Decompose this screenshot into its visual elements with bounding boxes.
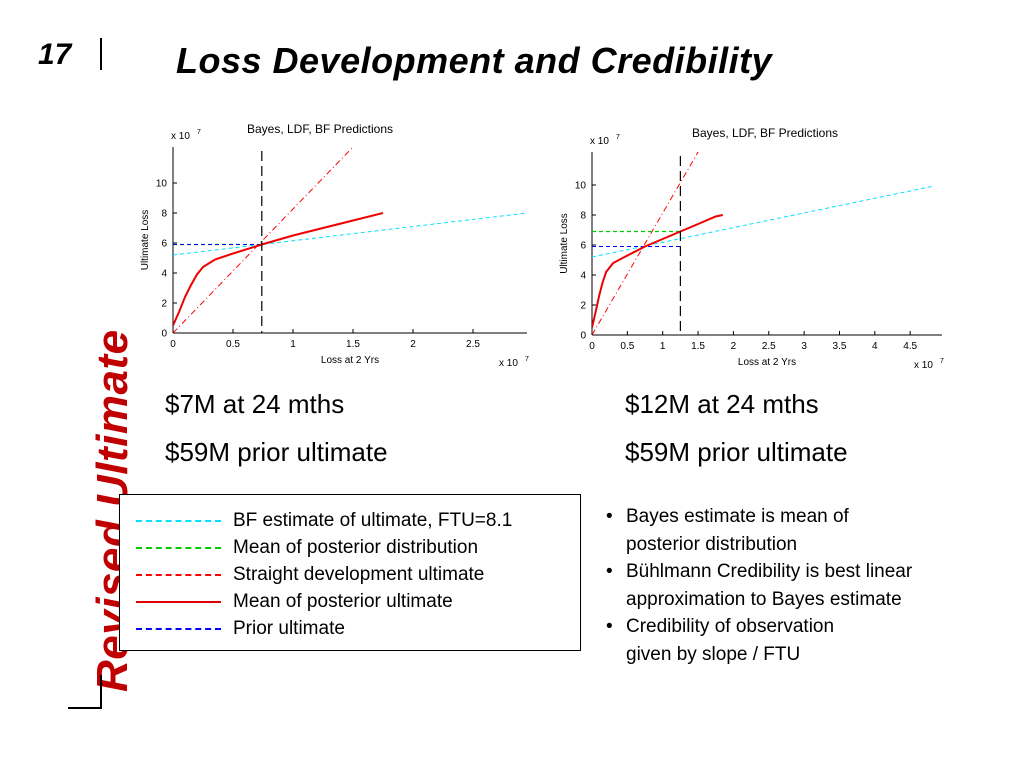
y-tick-label: 4: [580, 271, 586, 282]
x-tick-label: 1.5: [346, 339, 360, 350]
legend-item-posterior-ultimate: Mean of posterior ultimate: [136, 589, 453, 615]
legend-label: Prior ultimate: [233, 618, 345, 639]
series-group: [592, 152, 932, 335]
x-multiplier: x 10: [914, 360, 933, 371]
caption-left-2: $59M prior ultimate: [165, 437, 388, 467]
bullet-line: Credibility of observation: [626, 616, 835, 637]
series-group: [173, 147, 527, 333]
legend-label: Straight development ultimate: [233, 564, 485, 585]
legend-swatch: [136, 601, 221, 603]
series-straight: [592, 152, 699, 335]
y-tick-label: 0: [580, 331, 586, 342]
corner-mark-bottom-vertical: [100, 675, 102, 709]
caption-right-2: $59M prior ultimate: [625, 437, 848, 467]
y-tick-label: 8: [580, 211, 586, 222]
x-tick-label: 2: [731, 341, 737, 352]
y-axis-label: Ultimate Loss: [559, 213, 570, 274]
series-posterior-curve: [592, 214, 724, 328]
corner-mark-top: [100, 38, 102, 70]
x-tick-label: 2.5: [762, 341, 776, 352]
bullet-icon: •: [606, 561, 613, 582]
bullet-list: • Bayes estimate is mean of posterior di…: [606, 503, 1016, 668]
x-tick-label: 2.5: [466, 339, 480, 350]
x-axis-label: Loss at 2 Yrs: [738, 357, 796, 368]
x-tick-label: 1: [290, 339, 296, 350]
x-tick-label: 0: [170, 339, 176, 350]
y-tick-label: 4: [161, 269, 167, 280]
x-tick-label: 0.5: [620, 341, 634, 352]
legend-swatch: [136, 520, 221, 522]
x-tick-label: 0.5: [226, 339, 240, 350]
y-tick-label: 10: [156, 179, 168, 190]
y-tick-label: 2: [161, 299, 167, 310]
chart-right: 0 2 4 6 8 10 0 0.5 1 1.5 2 2.5 3 3.5 4 4.5 x 10 7 x 10 7 Los…: [559, 126, 944, 371]
legend-swatch: [136, 628, 221, 630]
legend-item-straight: Straight development ultimate: [136, 562, 484, 588]
y-tick-label: 10: [575, 181, 587, 192]
y-tick-label: 8: [161, 209, 167, 220]
y-axis-label: Ultimate Loss: [140, 210, 151, 271]
y-tick-label: 2: [580, 301, 586, 312]
bullet-line: Bühlmann Credibility is best linear: [626, 561, 913, 582]
legend-swatch: [136, 574, 221, 576]
slide-title: Loss Development and Credibility: [176, 40, 773, 81]
chart-title: Bayes, LDF, BF Predictions: [692, 126, 838, 140]
legend-label: Mean of posterior distribution: [233, 537, 479, 558]
bullet-icon: •: [606, 506, 613, 527]
chart-title: Bayes, LDF, BF Predictions: [247, 122, 393, 136]
y-multiplier-exponent: 7: [197, 129, 201, 136]
legend-item-posterior-mean: Mean of posterior distribution: [136, 535, 478, 561]
series-bf: [173, 212, 527, 256]
y-multiplier: x 10: [590, 136, 609, 147]
x-tick-label: 2: [410, 339, 416, 350]
legend-label: Mean of posterior ultimate: [233, 591, 453, 612]
bullet-line: Bayes estimate is mean of: [626, 506, 849, 527]
caption-left-1: $7M at 24 mths: [165, 389, 345, 419]
x-multiplier-exponent: 7: [525, 356, 529, 363]
y-multiplier: x 10: [171, 131, 190, 142]
x-tick-label: 4.5: [903, 341, 917, 352]
chart-left: 0 2 4 6 8 10 0 0.5 1 1.5 2 2.5 x 10 7 x 10 7 Loss at 2 Y…: [140, 122, 529, 369]
series-posterior-curve: [173, 212, 384, 326]
legend-label: BF estimate of ultimate, FTU=8.1: [233, 510, 513, 531]
y-tick-label: 6: [161, 239, 167, 250]
y-multiplier-exponent: 7: [616, 134, 620, 141]
bullet-item: • Credibility of observation given by sl…: [606, 613, 1016, 668]
plot-area: [173, 147, 527, 333]
bullet-line: posterior distribution: [626, 533, 798, 555]
slide-number: 17: [38, 38, 72, 71]
bullet-line: approximation to Bayes estimate: [626, 588, 902, 610]
corner-mark-bottom-horizontal: [68, 707, 102, 709]
x-tick-label: 3: [801, 341, 807, 352]
legend-swatch: [136, 547, 221, 549]
bullet-icon: •: [606, 616, 613, 637]
legend: BF estimate of ultimate, FTU=8.1 Mean of…: [119, 494, 581, 651]
x-tick-label: 3.5: [833, 341, 847, 352]
caption-right-1: $12M at 24 mths: [625, 389, 819, 419]
legend-item-prior: Prior ultimate: [136, 616, 345, 642]
y-tick-label: 0: [161, 329, 167, 340]
bullet-item: • Bayes estimate is mean of posterior di…: [606, 503, 1016, 558]
x-tick-label: 4: [872, 341, 878, 352]
bullet-item: • Bühlmann Credibility is best linear ap…: [606, 558, 1016, 613]
x-tick-label: 1: [660, 341, 666, 352]
y-tick-label: 6: [580, 241, 586, 252]
legend-item-bf: BF estimate of ultimate, FTU=8.1: [136, 508, 512, 534]
x-axis-label: Loss at 2 Yrs: [321, 355, 379, 366]
series-straight: [173, 147, 354, 333]
x-multiplier: x 10: [499, 358, 518, 369]
bullet-line: given by slope / FTU: [626, 643, 801, 665]
x-multiplier-exponent: 7: [940, 358, 944, 365]
x-tick-label: 1.5: [691, 341, 705, 352]
x-tick-label: 0: [589, 341, 595, 352]
